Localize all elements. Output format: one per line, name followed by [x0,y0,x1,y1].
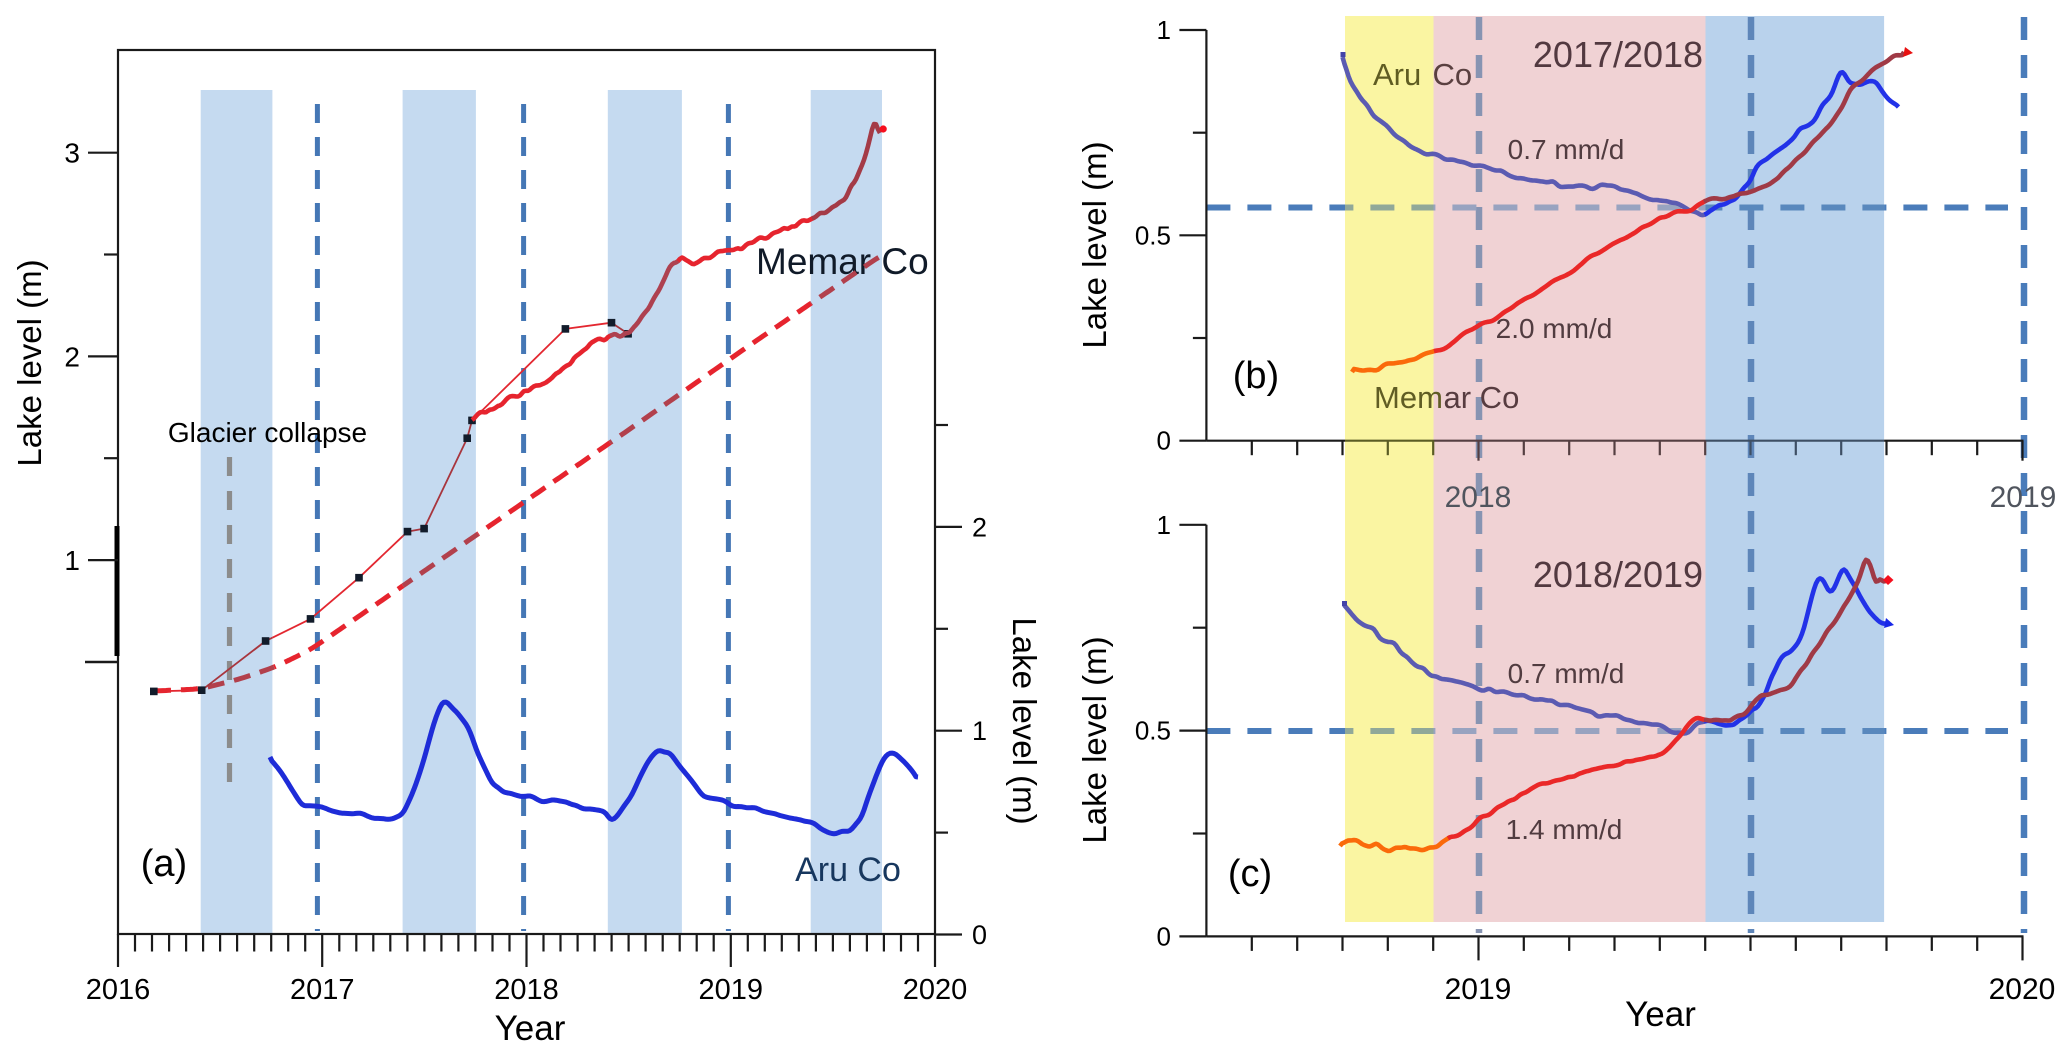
svg-text:1: 1 [1157,510,1171,540]
svg-text:0: 0 [1157,426,1171,456]
svg-text:1.4 mm/d: 1.4 mm/d [1506,814,1623,845]
svg-text:2016: 2016 [86,974,151,1006]
svg-text:1: 1 [972,716,987,746]
svg-text:2.0 mm/d: 2.0 mm/d [1496,313,1613,344]
svg-text:ar Co: ar Co [1444,380,1520,415]
svg-text:2018/2019: 2018/2019 [1533,554,1703,595]
svg-text:2018: 2018 [1445,481,1512,514]
svg-text:Lake level (m): Lake level (m) [1006,617,1043,824]
svg-text:Year: Year [495,1009,566,1048]
svg-text:2019: 2019 [1445,973,1512,1006]
svg-text:3: 3 [64,138,80,169]
svg-text:2018: 2018 [494,974,559,1006]
svg-text:Aru Co: Aru Co [795,851,901,889]
svg-text:2020: 2020 [903,974,968,1006]
svg-text:Aru: Aru [1373,57,1421,92]
svg-text:0.7 mm/d: 0.7 mm/d [1508,658,1625,689]
svg-text:(a): (a) [141,843,187,885]
svg-text:Lake level (m): Lake level (m) [1076,141,1113,348]
svg-text:2019: 2019 [699,974,764,1006]
svg-text:Glacier collapse: Glacier collapse [168,417,367,448]
svg-text:Co: Co [1433,57,1473,92]
svg-text:Year: Year [1625,995,1696,1034]
svg-text:Mem: Mem [1374,380,1443,415]
svg-text:2: 2 [64,341,80,372]
svg-text:2017/2018: 2017/2018 [1533,34,1703,75]
svg-text:(c): (c) [1228,853,1272,895]
svg-text:1: 1 [1157,15,1171,45]
svg-text:0: 0 [972,920,987,950]
svg-text:Lake level (m): Lake level (m) [1076,636,1113,843]
svg-text:Lake level (m): Lake level (m) [11,259,48,466]
svg-text:0.7 mm/d: 0.7 mm/d [1508,134,1625,165]
svg-text:2017: 2017 [290,974,355,1006]
svg-text:Memar Co: Memar Co [756,241,929,282]
svg-text:1: 1 [64,545,80,576]
svg-text:2019: 2019 [1990,481,2057,514]
svg-text:2020: 2020 [1989,973,2056,1006]
svg-text:0.5: 0.5 [1135,716,1171,746]
svg-text:0: 0 [1157,921,1171,951]
svg-text:(b): (b) [1233,355,1279,397]
svg-text:2: 2 [972,512,987,542]
svg-text:0.5: 0.5 [1135,220,1171,250]
